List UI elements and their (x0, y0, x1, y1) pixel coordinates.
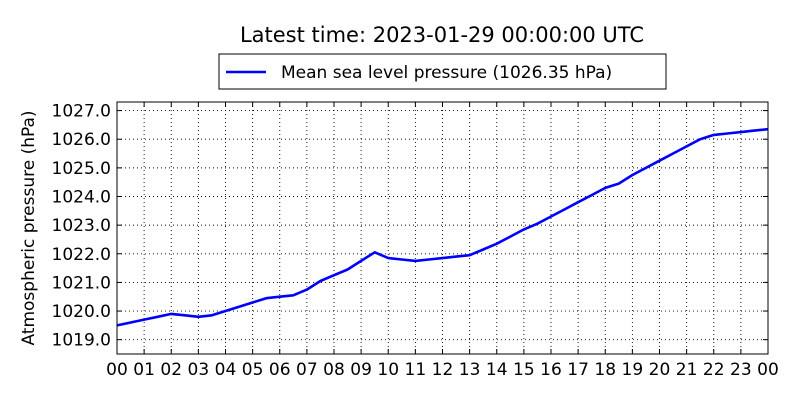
legend-frame (218, 53, 667, 90)
x-tick-label: 01 (133, 360, 155, 380)
x-tick-label: 02 (160, 360, 182, 380)
x-tick-label: 20 (649, 360, 671, 380)
x-tick-label: 18 (594, 360, 616, 380)
x-tick-label: 22 (703, 360, 725, 380)
y-tick-label: 1026.0 (52, 130, 111, 150)
y-tick-label: 1021.0 (52, 273, 111, 293)
pressure-series-line (116, 127, 769, 327)
x-tick-label: 08 (323, 360, 345, 380)
x-tick-label: 14 (486, 360, 508, 380)
y-axis-label: Atmospheric pressure (hPa) (19, 110, 39, 345)
x-tick-label: 13 (459, 360, 481, 380)
legend: Mean sea level pressure (1026.35 hPa) (218, 53, 667, 90)
y-tick-label: 1024.0 (52, 188, 111, 208)
x-tick-label: 09 (350, 360, 372, 380)
legend-label: Mean sea level pressure (1026.35 hPa) (281, 63, 612, 83)
x-tick-label: 04 (215, 360, 237, 380)
x-tick-label: 21 (676, 360, 698, 380)
x-tick-label: 07 (296, 360, 318, 380)
y-tick-label: 1025.0 (52, 159, 111, 179)
y-tick-label: 1022.0 (52, 245, 111, 265)
x-tick-label: 00 (106, 360, 128, 380)
chart-title: Latest time: 2023-01-29 00:00:00 UTC (240, 23, 644, 47)
x-tick-label: 19 (622, 360, 644, 380)
x-tick-label: 16 (540, 360, 562, 380)
y-tick-label: 1023.0 (52, 216, 111, 236)
y-tick-label: 1020.0 (52, 302, 111, 322)
x-tick-label: 15 (513, 360, 535, 380)
x-tick-label: 06 (269, 360, 291, 380)
plot-frame (116, 101, 769, 355)
grid (117, 102, 768, 354)
x-tick-label: 05 (242, 360, 264, 380)
series-layer (116, 127, 769, 327)
x-tick-label: 11 (405, 360, 427, 380)
x-tick-label: 17 (567, 360, 589, 380)
x-tick-label: 03 (188, 360, 210, 380)
x-tick-label: 12 (432, 360, 454, 380)
x-tick-label: 23 (730, 360, 752, 380)
x-axis: 00 01 02 03 04 05 06 07 08 09 10 11 12 13 14 15 16 17 18 19… (106, 102, 779, 380)
y-tick-label: 1019.0 (52, 331, 111, 351)
y-axis: 1019.0 1020.0 1021.0 1022.0 1023.0 1024.0 1025… (52, 102, 768, 351)
x-tick-label: 00 (757, 360, 779, 380)
y-tick-label: 1027.0 (52, 102, 111, 122)
x-tick-label: 10 (377, 360, 399, 380)
